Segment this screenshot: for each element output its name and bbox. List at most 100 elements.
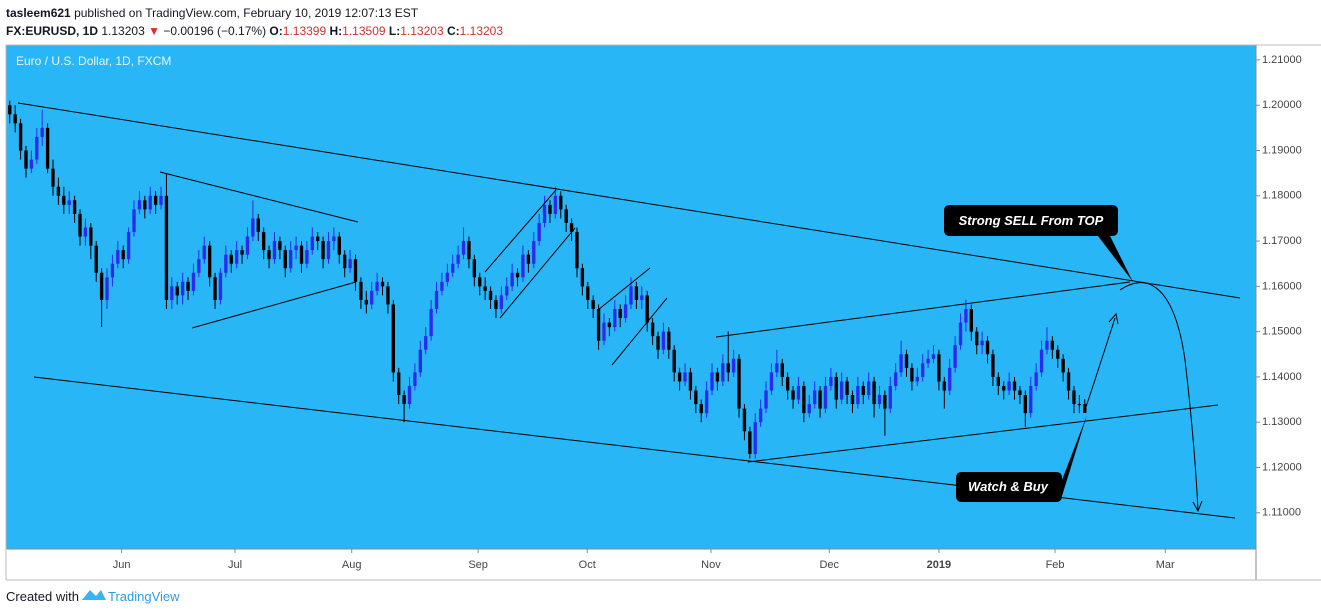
y-tick-label: 1.20000 — [1262, 99, 1302, 111]
candle-body — [440, 281, 444, 291]
candle-body — [424, 336, 428, 350]
last-price: 1.13203 — [101, 24, 145, 38]
footer-text: Created with — [6, 589, 79, 604]
x-tick-label: Mar — [1156, 559, 1175, 571]
candle-body — [316, 236, 320, 242]
candle-body — [785, 376, 790, 391]
y-tick-label: 1.11000 — [1262, 507, 1301, 519]
candle-body — [62, 195, 66, 205]
candle-body — [483, 286, 487, 291]
drawings: Strong SELL From TOP Watch & Buy — [17, 102, 1241, 519]
y-tick-label: 1.17000 — [1262, 235, 1302, 247]
ohlc-label: H: — [330, 24, 343, 38]
candle-body — [694, 390, 698, 405]
candle-body — [656, 336, 660, 350]
candle-body — [802, 385, 806, 414]
x-tick-label: Jun — [113, 559, 131, 571]
ohlc-value: 1.13399 — [283, 24, 327, 38]
arrow-head — [1108, 312, 1119, 325]
candle-body — [413, 372, 417, 386]
candle-body — [332, 236, 336, 242]
candle-body — [240, 250, 244, 255]
candle-body — [283, 250, 287, 269]
candle-body — [299, 245, 304, 264]
candle-body — [677, 372, 682, 382]
candle-body — [99, 272, 104, 300]
candle-body — [575, 232, 579, 269]
candle-body — [883, 395, 887, 409]
candle-body — [569, 222, 574, 233]
candle-body — [629, 286, 633, 305]
candle-body — [1083, 404, 1087, 414]
candle-body — [661, 331, 666, 350]
candle-body — [429, 309, 433, 337]
trend-line — [484, 189, 557, 273]
candle-body — [753, 422, 757, 454]
candle-body — [980, 340, 984, 346]
candle-body — [245, 236, 250, 255]
candle-body — [731, 358, 736, 373]
x-tick-label: 2019 — [927, 559, 951, 571]
ohlc-label: O: — [269, 24, 282, 38]
candle-body — [845, 381, 849, 396]
candle-body — [202, 245, 206, 260]
candle-body — [667, 331, 671, 350]
candle-body — [618, 309, 622, 319]
candle-body — [191, 272, 196, 291]
x-tick-label: Nov — [701, 559, 721, 571]
footer-brand[interactable]: TradingView — [108, 589, 180, 604]
candle-body — [537, 222, 541, 242]
candle-body — [343, 254, 347, 269]
candle-body — [894, 372, 898, 386]
candle-body — [472, 259, 477, 278]
candle-body — [8, 105, 12, 115]
candle-body — [94, 245, 98, 273]
candle-body — [856, 385, 860, 405]
candle-body — [1072, 390, 1076, 405]
candle-body — [1002, 385, 1006, 391]
candle-body — [1056, 349, 1060, 359]
candle-body — [996, 376, 1001, 386]
candle-body — [89, 227, 93, 246]
candle-body — [126, 232, 131, 260]
candle-body — [542, 204, 547, 223]
candle-body — [791, 390, 795, 400]
candle-body — [499, 295, 504, 309]
candle-body — [969, 309, 973, 332]
candle-body — [764, 390, 768, 409]
projection-arrow — [1084, 317, 1116, 411]
candle-body — [877, 395, 882, 405]
candle-body — [251, 218, 255, 237]
candle-body — [515, 272, 520, 278]
candle-body — [758, 408, 763, 423]
trend-line — [715, 281, 1131, 338]
candle-body — [289, 250, 293, 269]
candle-body — [256, 218, 260, 233]
candle-body — [737, 358, 741, 409]
candle-body — [867, 381, 871, 396]
candle-body — [607, 322, 612, 328]
candle-body — [434, 290, 439, 309]
candle-body — [780, 363, 784, 377]
candle-body — [72, 200, 77, 214]
candle-body — [596, 309, 601, 341]
y-tick-label: 1.21000 — [1262, 54, 1302, 66]
y-tick-label: 1.12000 — [1262, 461, 1302, 473]
candle-body — [634, 286, 639, 300]
candle-body — [580, 268, 585, 287]
candle-body — [164, 195, 169, 300]
candle-body — [985, 340, 990, 355]
candle-body — [213, 277, 217, 300]
candle-body — [850, 395, 855, 405]
y-tick-label: 1.15000 — [1262, 326, 1302, 338]
candle-body — [375, 281, 379, 291]
candle-body — [207, 245, 212, 278]
candle-body — [683, 372, 687, 382]
candle-body — [402, 395, 406, 405]
candle-body — [456, 254, 460, 264]
candle-body — [812, 390, 817, 405]
candle-body — [564, 209, 568, 223]
ohlc-value: 1.13509 — [342, 24, 386, 38]
x-tick-label: Dec — [819, 559, 839, 571]
callout — [944, 205, 1133, 282]
